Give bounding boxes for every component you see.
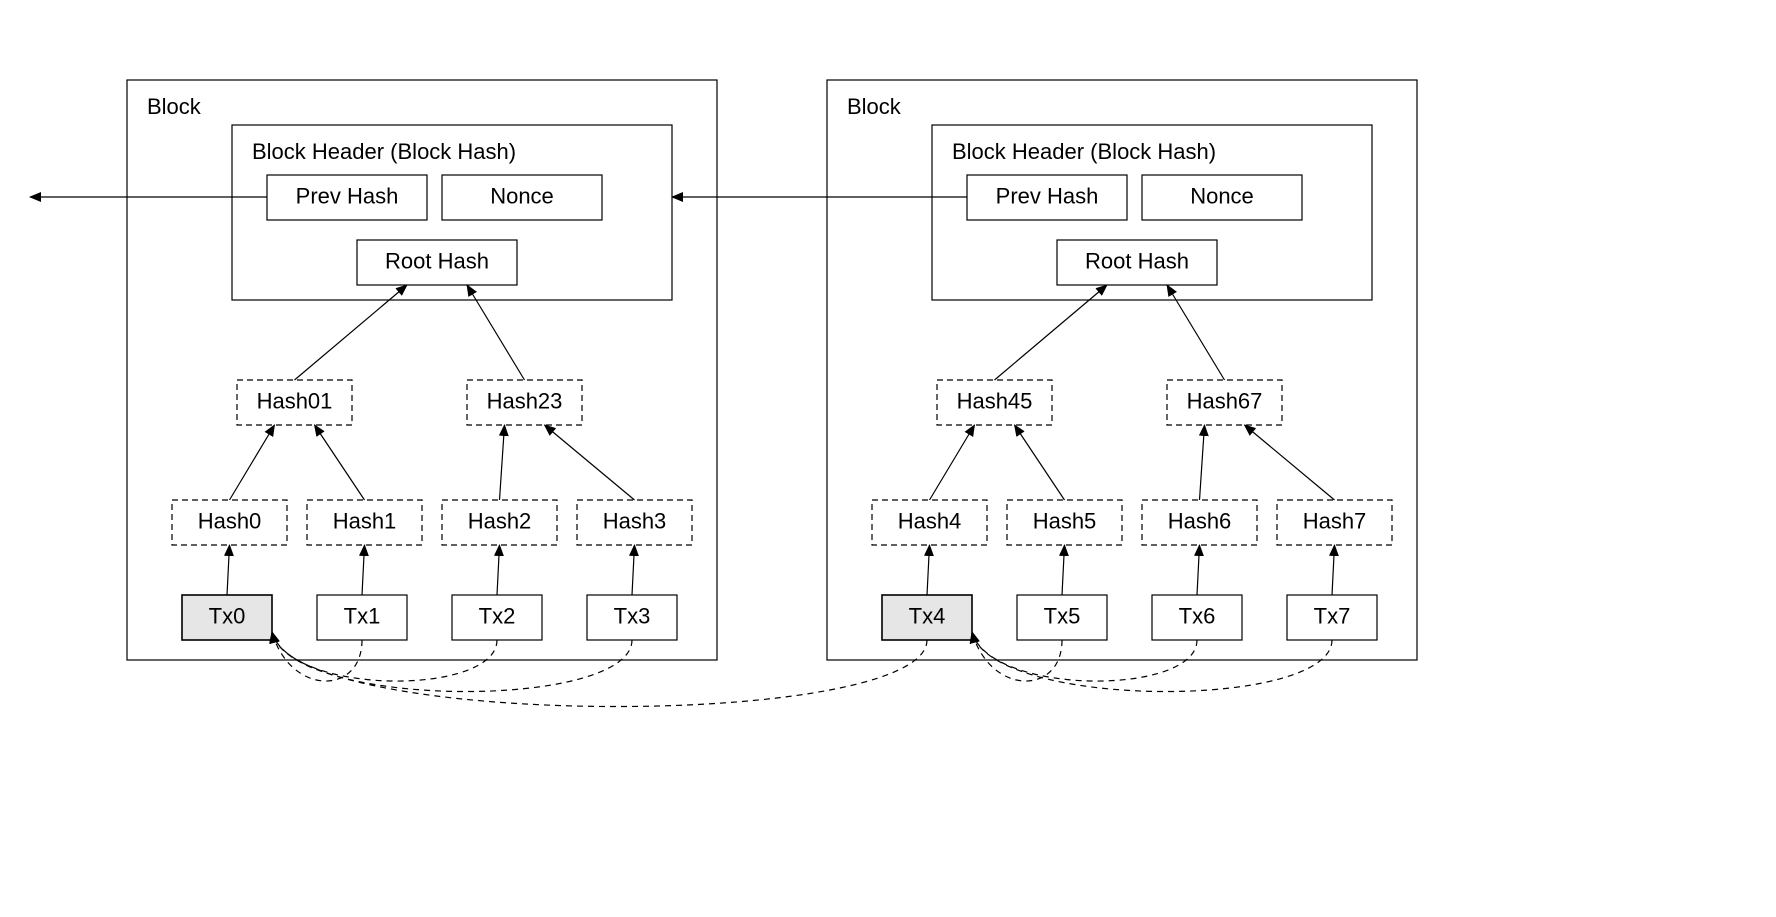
block-1-midhash-0-label: Hash45 [957,388,1033,413]
block-0-midhash-1-label: Hash23 [487,388,563,413]
block-1-leafhash-1-label: Hash5 [1033,508,1097,533]
block-1-nonce-label: Nonce [1190,183,1254,208]
block-0-leafhash-0-label: Hash0 [198,508,262,533]
block-1-tx-3-label: Tx7 [1314,603,1351,628]
block-1-root-hash-label: Root Hash [1085,248,1189,273]
block-0-header-title: Block Header (Block Hash) [252,139,516,164]
block-0-tx-2-label: Tx2 [479,603,516,628]
merkle-block-diagram: Block Block Header (Block Hash) Prev Hash N… [0,0,1776,917]
block-0-midhash-0-label: Hash01 [257,388,333,413]
block-1-title: Block [847,94,902,119]
block-1-tx-0-label: Tx4 [909,603,946,628]
block-0-tx-0-label: Tx0 [209,603,246,628]
block-1-leafhash-2-label: Hash6 [1168,508,1232,533]
block-1-prev-hash-label: Prev Hash [996,183,1099,208]
block-1-header-title: Block Header (Block Hash) [952,139,1216,164]
block-1-leafhash-0-label: Hash4 [898,508,962,533]
block-0-tx-1-label: Tx1 [344,603,381,628]
block-0-leafhash-2-label: Hash2 [468,508,532,533]
block-0-tx-3-label: Tx3 [614,603,651,628]
block-1-midhash-1-label: Hash67 [1187,388,1263,413]
block-0-root-hash-label: Root Hash [385,248,489,273]
block-0-leafhash-3-label: Hash3 [603,508,667,533]
block-1-tx-2-label: Tx6 [1179,603,1216,628]
block-0-leafhash-1-label: Hash1 [333,508,397,533]
block-1-leafhash-3-label: Hash7 [1303,508,1367,533]
block-0-title: Block [147,94,202,119]
block-1-tx-1-label: Tx5 [1044,603,1081,628]
block-0-prev-hash-label: Prev Hash [296,183,399,208]
block-0-nonce-label: Nonce [490,183,554,208]
